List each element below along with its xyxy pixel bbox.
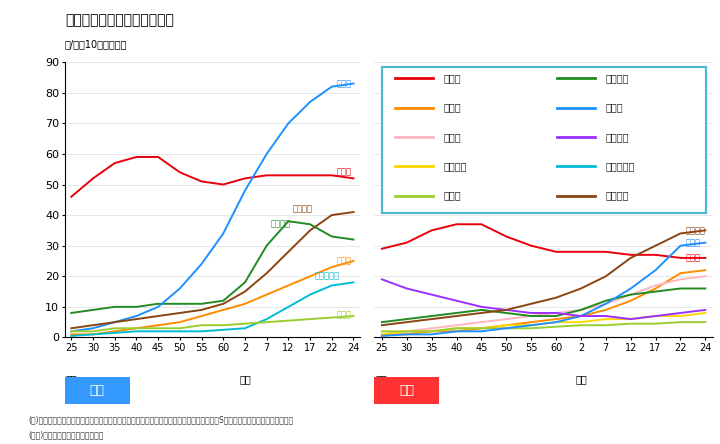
Text: 乳がん: 乳がん bbox=[444, 132, 461, 142]
Text: 卵巣がん: 卵巣がん bbox=[444, 161, 467, 171]
Text: 脾がん: 脾がん bbox=[444, 103, 461, 113]
Text: 平成: 平成 bbox=[239, 374, 251, 384]
Text: 子宮がん: 子宮がん bbox=[605, 132, 629, 142]
Text: 肝蟓がん: 肝蟓がん bbox=[271, 220, 291, 229]
Text: 胃がん: 胃がん bbox=[336, 168, 351, 177]
Text: 人/人口10万人当たり: 人/人口10万人当たり bbox=[65, 39, 127, 49]
Text: (注)肺がんは気管、気管支のがんを、子宮がんは子宮頑がんを含む。大腸がんは結腸と直腸S状結腸移行部及び直腸がんの計。: (注)肺がんは気管、気管支のがんを、子宮がんは子宮頑がんを含む。大腸がんは結腸と… bbox=[29, 415, 294, 424]
Text: 前立腕がん: 前立腕がん bbox=[315, 272, 339, 281]
Text: 平成: 平成 bbox=[575, 374, 587, 384]
Text: (資料)厚生労働省「人口動態統計」: (資料)厚生労働省「人口動態統計」 bbox=[29, 431, 104, 440]
Text: 女性: 女性 bbox=[400, 384, 414, 397]
Text: 胃がん: 胃がん bbox=[685, 254, 701, 262]
Text: 肺がん: 肺がん bbox=[605, 103, 623, 113]
Text: 肝蟓がん: 肝蟓がん bbox=[605, 73, 629, 83]
Text: 男性: 男性 bbox=[90, 384, 104, 397]
Text: 白血病: 白血病 bbox=[336, 310, 351, 319]
Text: 大腸がん: 大腸がん bbox=[293, 205, 312, 214]
Text: 昭和: 昭和 bbox=[376, 374, 388, 384]
Text: 脾がん: 脾がん bbox=[336, 257, 351, 266]
Text: 前立腕がん: 前立腕がん bbox=[605, 161, 634, 171]
Text: 白血病: 白血病 bbox=[444, 190, 461, 201]
Text: 肺がん: 肺がん bbox=[685, 238, 701, 247]
Text: 昭和: 昭和 bbox=[66, 374, 77, 384]
Text: 主な部位別がん死亶率の推移: 主な部位別がん死亶率の推移 bbox=[65, 13, 174, 28]
Text: 大腸がん: 大腸がん bbox=[605, 190, 629, 201]
Text: 胃がん: 胃がん bbox=[444, 73, 461, 83]
Text: 大腸がん: 大腸がん bbox=[685, 226, 706, 235]
Text: 肺がん: 肺がん bbox=[336, 79, 351, 88]
